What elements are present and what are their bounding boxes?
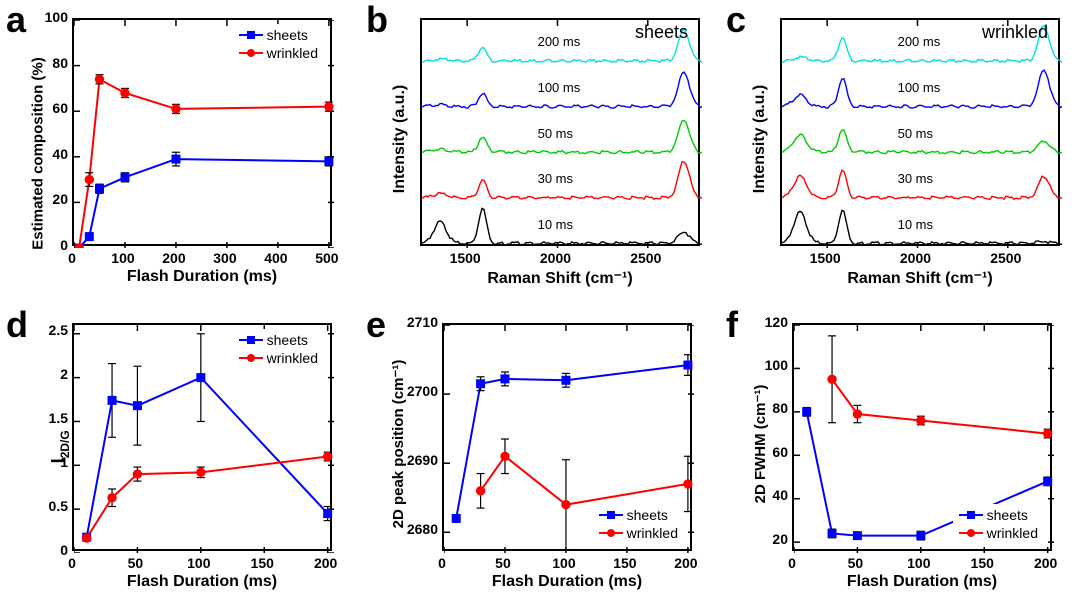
panel-f-label: f bbox=[726, 307, 738, 343]
panel-c-ylabel: Intensity (a.u.) bbox=[751, 49, 769, 229]
panel-d: d I2D/G sheets wrinkled Flash Duration (… bbox=[0, 305, 360, 609]
figure-grid: a Estimated composition (%) sheets wrink… bbox=[0, 0, 1080, 609]
panel-c: c Intensity (a.u.) wrinkled Raman Shift … bbox=[720, 0, 1080, 305]
legend-wrinkled: wrinkled bbox=[267, 44, 318, 62]
legend-sheets-d: sheets bbox=[267, 331, 308, 349]
panel-d-plot: sheets wrinkled bbox=[72, 323, 332, 551]
panel-c-xlabel: Raman Shift (cm⁻¹) bbox=[780, 268, 1060, 288]
panel-b-inset: sheets bbox=[635, 22, 688, 43]
panel-a-legend: sheets wrinkled bbox=[233, 24, 324, 64]
legend-sheets-e: sheets bbox=[627, 506, 668, 524]
panel-a-xlabel: Flash Duration (ms) bbox=[72, 268, 332, 286]
panel-f-xlabel: Flash Duration (ms) bbox=[792, 573, 1052, 591]
panel-e-label: e bbox=[366, 307, 386, 343]
panel-b-xlabel: Raman Shift (cm⁻¹) bbox=[420, 268, 700, 288]
panel-b-ylabel: Intensity (a.u.) bbox=[391, 49, 409, 229]
legend-sheets: sheets bbox=[267, 26, 308, 44]
panel-a-plot: sheets wrinkled bbox=[72, 18, 332, 246]
legend-wrinkled-e: wrinkled bbox=[627, 524, 678, 542]
panel-e: e 2D peak position (cm⁻¹) sheets wrinkle… bbox=[360, 305, 720, 609]
panel-c-inset: wrinkled bbox=[982, 22, 1048, 43]
panel-a-label: a bbox=[6, 2, 26, 38]
panel-b-label: b bbox=[366, 2, 388, 38]
legend-sheets-f: sheets bbox=[987, 506, 1028, 524]
legend-wrinkled-d: wrinkled bbox=[267, 349, 318, 367]
panel-e-xlabel: Flash Duration (ms) bbox=[442, 573, 692, 591]
panel-f: f 2D FWHM (cm⁻¹) sheets wrinkled Flash D… bbox=[720, 305, 1080, 609]
panel-f-legend: sheets wrinkled bbox=[953, 504, 1044, 544]
panel-f-plot: sheets wrinkled bbox=[792, 323, 1052, 551]
panel-e-plot: sheets wrinkled bbox=[442, 323, 692, 551]
panel-d-legend: sheets wrinkled bbox=[233, 329, 324, 369]
panel-e-legend: sheets wrinkled bbox=[593, 504, 684, 544]
panel-b: b Intensity (a.u.) sheets Raman Shift (c… bbox=[360, 0, 720, 305]
legend-wrinkled-f: wrinkled bbox=[987, 524, 1038, 542]
panel-c-label: c bbox=[726, 2, 746, 38]
panel-d-xlabel: Flash Duration (ms) bbox=[72, 573, 332, 591]
panel-d-label: d bbox=[6, 307, 28, 343]
panel-a: a Estimated composition (%) sheets wrink… bbox=[0, 0, 360, 305]
